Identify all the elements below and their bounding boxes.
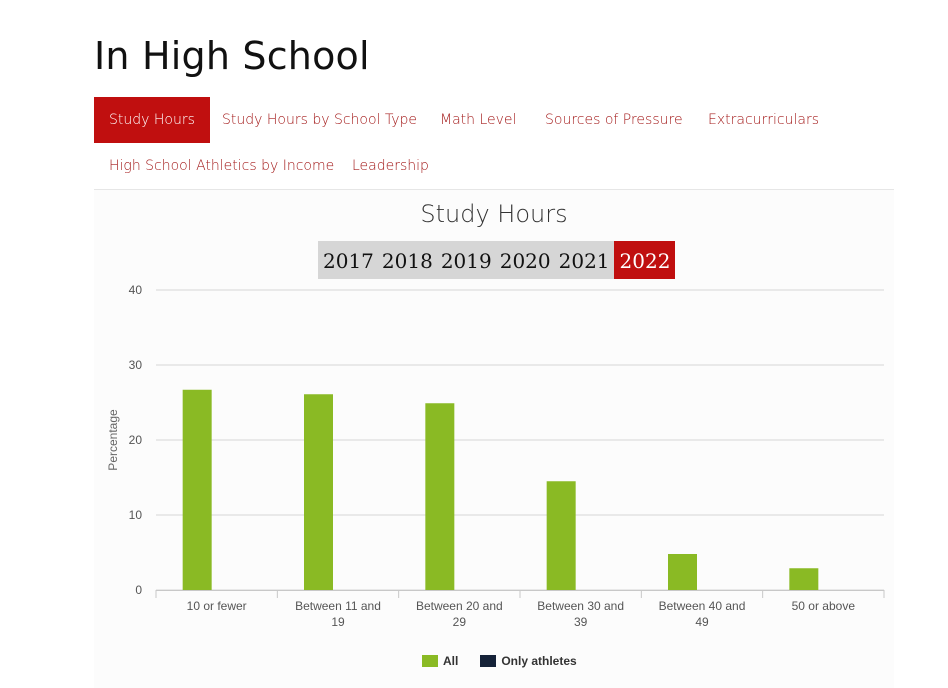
legend-swatch-all bbox=[422, 655, 438, 667]
x-tick-label: 39 bbox=[574, 615, 588, 629]
legend-swatch-only-athletes bbox=[480, 655, 497, 667]
tab-study-hours-by-school-type[interactable]: Study Hours by School Type bbox=[222, 112, 418, 128]
x-tick-label: Between 11 and bbox=[295, 599, 381, 613]
legend-item-only-athletes[interactable]: Only athletes bbox=[480, 654, 577, 668]
bar bbox=[425, 403, 455, 590]
tab-math-level[interactable]: Math Level bbox=[440, 112, 517, 128]
bar bbox=[182, 389, 212, 590]
y-tick-label: 0 bbox=[135, 583, 142, 597]
x-tick-label: Between 30 and bbox=[537, 599, 624, 613]
tab-sources-of-pressure[interactable]: Sources of Pressure bbox=[545, 112, 683, 128]
bar bbox=[546, 481, 576, 590]
y-tick-label: 30 bbox=[129, 358, 143, 372]
legend-label-only-athletes: Only athletes bbox=[501, 654, 577, 668]
bar bbox=[304, 394, 333, 590]
chart-title: Study Hours bbox=[420, 200, 568, 228]
tab-leadership[interactable]: Leadership bbox=[352, 158, 429, 174]
year-2022[interactable]: 2022 bbox=[613, 241, 676, 279]
y-tick-label: 40 bbox=[129, 283, 143, 297]
x-tick-label: 49 bbox=[695, 615, 709, 629]
year-2020[interactable]: 2020 bbox=[499, 249, 551, 273]
legend: All Only athletes bbox=[422, 654, 599, 668]
bar bbox=[789, 568, 819, 590]
y-tick-label: 10 bbox=[129, 508, 143, 522]
legend-item-all[interactable]: All bbox=[422, 654, 458, 668]
x-tick-label: 29 bbox=[453, 615, 467, 629]
legend-label-all: All bbox=[443, 654, 459, 668]
chart-tabs: Study Hours Study Hours by School Type M… bbox=[94, 97, 894, 190]
x-tick-label: Between 40 and bbox=[659, 599, 746, 613]
y-tick-label: 20 bbox=[129, 433, 143, 447]
tab-extracurriculars[interactable]: Extracurriculars bbox=[708, 112, 820, 128]
x-tick-label: 10 or fewer bbox=[187, 599, 247, 613]
tab-high-school-athletics-by-income[interactable]: High School Athletics by Income bbox=[109, 158, 335, 174]
x-tick-label: 19 bbox=[331, 615, 345, 629]
page-title: In High School bbox=[94, 34, 370, 78]
year-2017[interactable]: 2017 bbox=[323, 249, 374, 273]
x-tick-label: Between 20 and bbox=[416, 599, 503, 613]
tab-study-hours[interactable]: Study Hours bbox=[94, 97, 210, 143]
year-2021[interactable]: 2021 bbox=[558, 249, 610, 273]
year-2018[interactable]: 2018 bbox=[381, 249, 433, 273]
x-tick-label: 50 or above bbox=[792, 599, 856, 613]
bar bbox=[668, 554, 697, 590]
year-selector: 2017 2018 2019 2020 2021 2022 bbox=[318, 241, 676, 279]
y-axis-title: Percentage bbox=[106, 409, 120, 471]
year-2019[interactable]: 2019 bbox=[440, 249, 492, 273]
